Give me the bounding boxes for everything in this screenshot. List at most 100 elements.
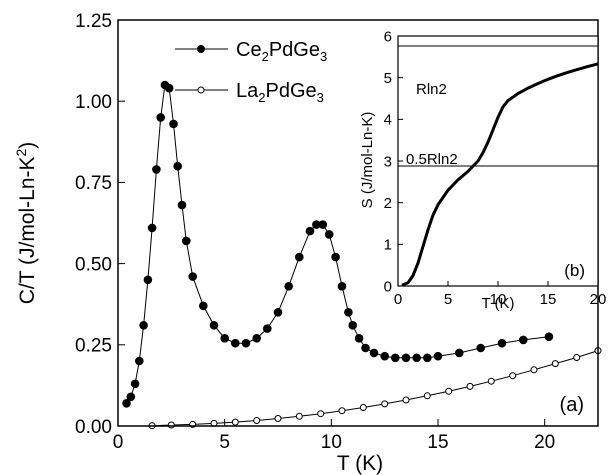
- main-data-point: [156, 113, 165, 122]
- main-data-point: [402, 396, 410, 404]
- main-data-point: [164, 83, 174, 93]
- main-y-tick-label: 0.50: [75, 254, 112, 275]
- main-data-point: [519, 335, 528, 345]
- main-data-point: [317, 410, 325, 418]
- panel-a-label: (a): [560, 394, 584, 416]
- main-data-point: [130, 379, 140, 389]
- main-data-point: [337, 282, 347, 291]
- legend-marker-ce: [197, 45, 205, 53]
- main-data-point: [253, 417, 261, 424]
- main-data-point: [433, 351, 443, 361]
- main-y-tick-label: 0.75: [75, 173, 112, 194]
- main-y-axis-label: C/T (J/mol-Ln-K2): [13, 142, 39, 305]
- main-data-point: [182, 236, 191, 246]
- main-data-point: [487, 377, 495, 385]
- main-data-point: [391, 353, 400, 363]
- main-data-point: [135, 356, 144, 366]
- inset-y-tick-label: 3: [384, 153, 392, 170]
- main-data-point: [122, 399, 131, 408]
- inset-x-tick-label: 10: [490, 291, 507, 308]
- main-data-point: [324, 230, 334, 239]
- main-data-point: [369, 348, 379, 358]
- main-data-point: [573, 354, 581, 361]
- inset-y-tick-label: 5: [384, 70, 392, 87]
- legend: Ce2PdGe3 La2PdGe3: [175, 39, 327, 105]
- inset-series-line-0: [401, 62, 599, 287]
- main-data-point: [209, 321, 219, 330]
- main-data-point: [509, 372, 517, 380]
- main-series-line-1: [152, 350, 599, 427]
- inset-y-tick-label: 6: [384, 28, 392, 45]
- main-x-tick-label: 5: [219, 432, 230, 453]
- main-data-point: [530, 366, 538, 374]
- main-y-tick-label: 1.00: [75, 92, 112, 113]
- main-data-point: [152, 165, 161, 174]
- main-data-point: [231, 338, 240, 348]
- inset-y-tick-label: 4: [384, 112, 392, 129]
- main-data-point: [143, 275, 153, 285]
- main-data-point: [348, 321, 358, 330]
- legend-entry-la: La2PdGe3: [236, 80, 324, 105]
- main-data-point: [169, 119, 178, 129]
- main-data-point: [231, 418, 239, 426]
- main-data-point: [173, 161, 182, 171]
- main-data-point: [423, 392, 431, 400]
- main-data-point: [497, 338, 507, 348]
- main-data-point: [252, 334, 262, 343]
- main-data-point: [338, 407, 346, 415]
- main-data-point: [344, 308, 353, 317]
- main-data-point: [177, 200, 187, 210]
- inset-x-tick-label: 0: [394, 291, 402, 308]
- main-x-tick-label: 20: [534, 432, 555, 453]
- legend-marker-la: [197, 86, 205, 94]
- main-y-tick-label: 1.25: [75, 11, 112, 32]
- main-data-point: [331, 252, 340, 262]
- inset-x-tick-label: 20: [590, 291, 607, 308]
- main-data-point: [380, 351, 390, 361]
- main-data-point: [126, 392, 136, 402]
- main-data-point: [241, 338, 251, 348]
- inset-y-tick-label: 0: [384, 278, 392, 295]
- main-x-tick-label: 0: [113, 432, 124, 453]
- main-plot-area: 0 5 10 15 200.000.250.500.751.001.25: [75, 11, 602, 453]
- main-data-point: [544, 332, 554, 342]
- legend-entry-ce: Ce2PdGe3: [236, 39, 327, 64]
- main-data-point: [318, 220, 328, 229]
- main-data-point: [361, 343, 370, 353]
- main-data-point: [199, 301, 208, 311]
- main-data-point: [476, 343, 486, 353]
- main-data-point: [188, 272, 197, 281]
- main-data-point: [401, 353, 411, 363]
- main-data-point: [295, 412, 303, 420]
- main-data-point: [551, 360, 559, 368]
- main-y-tick-label: 0.25: [75, 336, 112, 357]
- main-x-axis-label: T (K): [337, 452, 383, 475]
- main-data-point: [284, 282, 294, 291]
- inset-plot-frame: [397, 35, 599, 287]
- main-y-tick-label: 0.00: [75, 417, 112, 438]
- panel-b-label: (b): [564, 261, 585, 280]
- main-x-tick-label: 15: [427, 432, 448, 453]
- main-data-point: [273, 308, 283, 317]
- main-data-point: [423, 353, 432, 363]
- main-data-point: [274, 415, 282, 422]
- main-data-point: [466, 382, 474, 390]
- main-data-point: [220, 334, 229, 343]
- main-data-point: [445, 387, 453, 395]
- inset-y-tick-label: 2: [384, 195, 392, 212]
- inset-x-tick-label: 15: [540, 291, 557, 308]
- main-data-point: [305, 226, 315, 236]
- main-data-point: [359, 404, 367, 411]
- inset-line-label-half-rln2: 0.5Rln2: [406, 151, 458, 168]
- inset-x-tick-label: 5: [444, 291, 452, 308]
- main-data-point: [167, 421, 175, 429]
- inset-y-axis-label: S (J/mol-Ln-K): [359, 112, 376, 209]
- main-data-point: [381, 400, 389, 408]
- inset-x-axis-label: T (K): [481, 295, 514, 312]
- inset-y-tick-label: 1: [384, 237, 392, 254]
- inset-background: [398, 36, 598, 286]
- main-data-point: [455, 348, 464, 358]
- main-data-point: [139, 321, 148, 330]
- main-data-point: [412, 353, 422, 363]
